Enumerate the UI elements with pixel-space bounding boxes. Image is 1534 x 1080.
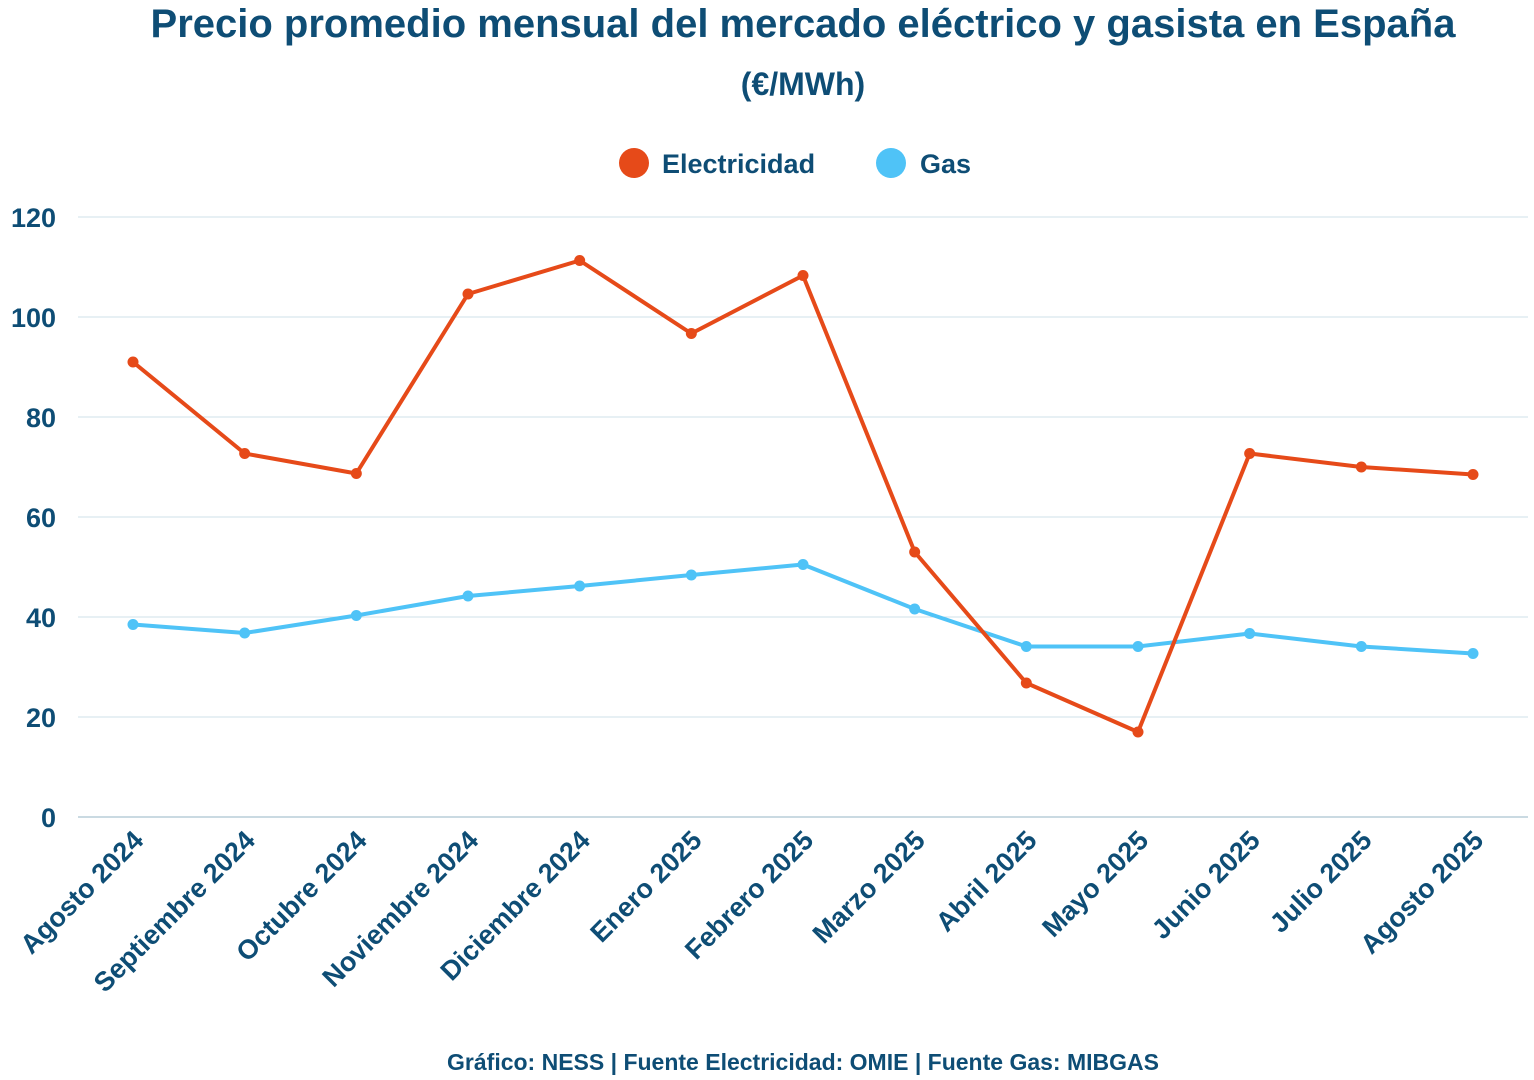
legend-marker-electricidad — [619, 148, 649, 178]
data-point-electricidad — [1467, 469, 1479, 480]
data-point-gas — [350, 610, 362, 621]
data-point-gas — [685, 569, 697, 581]
legend-label-gas: Gas — [920, 149, 971, 179]
data-point-electricidad — [1355, 461, 1367, 473]
y-axis-ticks: 0 20 40 60 80 100 120 — [11, 203, 56, 833]
data-point-electricidad — [1020, 677, 1032, 689]
y-tick-label: 100 — [11, 303, 56, 333]
data-point-electricidad — [462, 288, 474, 300]
data-point-gas — [1467, 648, 1479, 659]
y-tick-label: 60 — [26, 503, 56, 533]
x-tick-label: Junio 2025 — [1146, 825, 1266, 945]
data-point-gas — [797, 559, 809, 570]
data-point-electricidad — [797, 270, 809, 281]
legend-label-electricidad: Electricidad — [662, 149, 815, 179]
source-note: Gráfico: NESS | Fuente Electricidad: OMI… — [447, 1049, 1159, 1075]
data-point-gas — [462, 590, 474, 602]
y-tick-label: 0 — [41, 803, 56, 833]
data-point-gas — [127, 619, 139, 630]
data-point-electricidad — [909, 546, 921, 558]
grid — [78, 216, 1528, 818]
data-point-electricidad — [574, 255, 586, 266]
series-lines — [131, 258, 1475, 734]
series-line-electricidad — [131, 258, 1475, 734]
x-tick-label: Enero 2025 — [584, 825, 707, 948]
data-point-electricidad — [239, 448, 251, 459]
legend-marker-gas — [876, 148, 906, 178]
data-point-electricidad — [350, 468, 362, 479]
legend: Electricidad Gas — [619, 148, 971, 179]
chart-subtitle: (€/MWh) — [741, 66, 865, 102]
data-point-gas — [1132, 641, 1144, 652]
y-tick-label: 80 — [26, 403, 56, 433]
chart-title: Precio promedio mensual del mercado eléc… — [151, 2, 1457, 46]
x-tick-label: Marzo 2025 — [807, 825, 931, 949]
data-point-electricidad — [1244, 448, 1256, 459]
y-tick-label: 20 — [26, 703, 56, 733]
data-point-gas — [1355, 641, 1367, 652]
x-tick-label: Mayo 2025 — [1036, 825, 1154, 943]
y-tick-label: 120 — [11, 203, 56, 233]
x-tick-label: Julio 2025 — [1264, 825, 1378, 939]
data-point-gas — [1020, 641, 1032, 652]
data-point-electricidad — [127, 356, 139, 368]
y-tick-label: 40 — [26, 603, 56, 633]
data-point-gas — [239, 627, 251, 639]
data-point-gas — [574, 580, 586, 592]
data-point-electricidad — [1132, 726, 1144, 738]
x-tick-label: Abril 2025 — [930, 825, 1042, 937]
data-point-gas — [1244, 628, 1256, 639]
series-points — [127, 255, 1479, 738]
data-point-gas — [909, 603, 921, 615]
data-point-electricidad — [685, 328, 697, 339]
series-line-gas — [131, 562, 1475, 656]
